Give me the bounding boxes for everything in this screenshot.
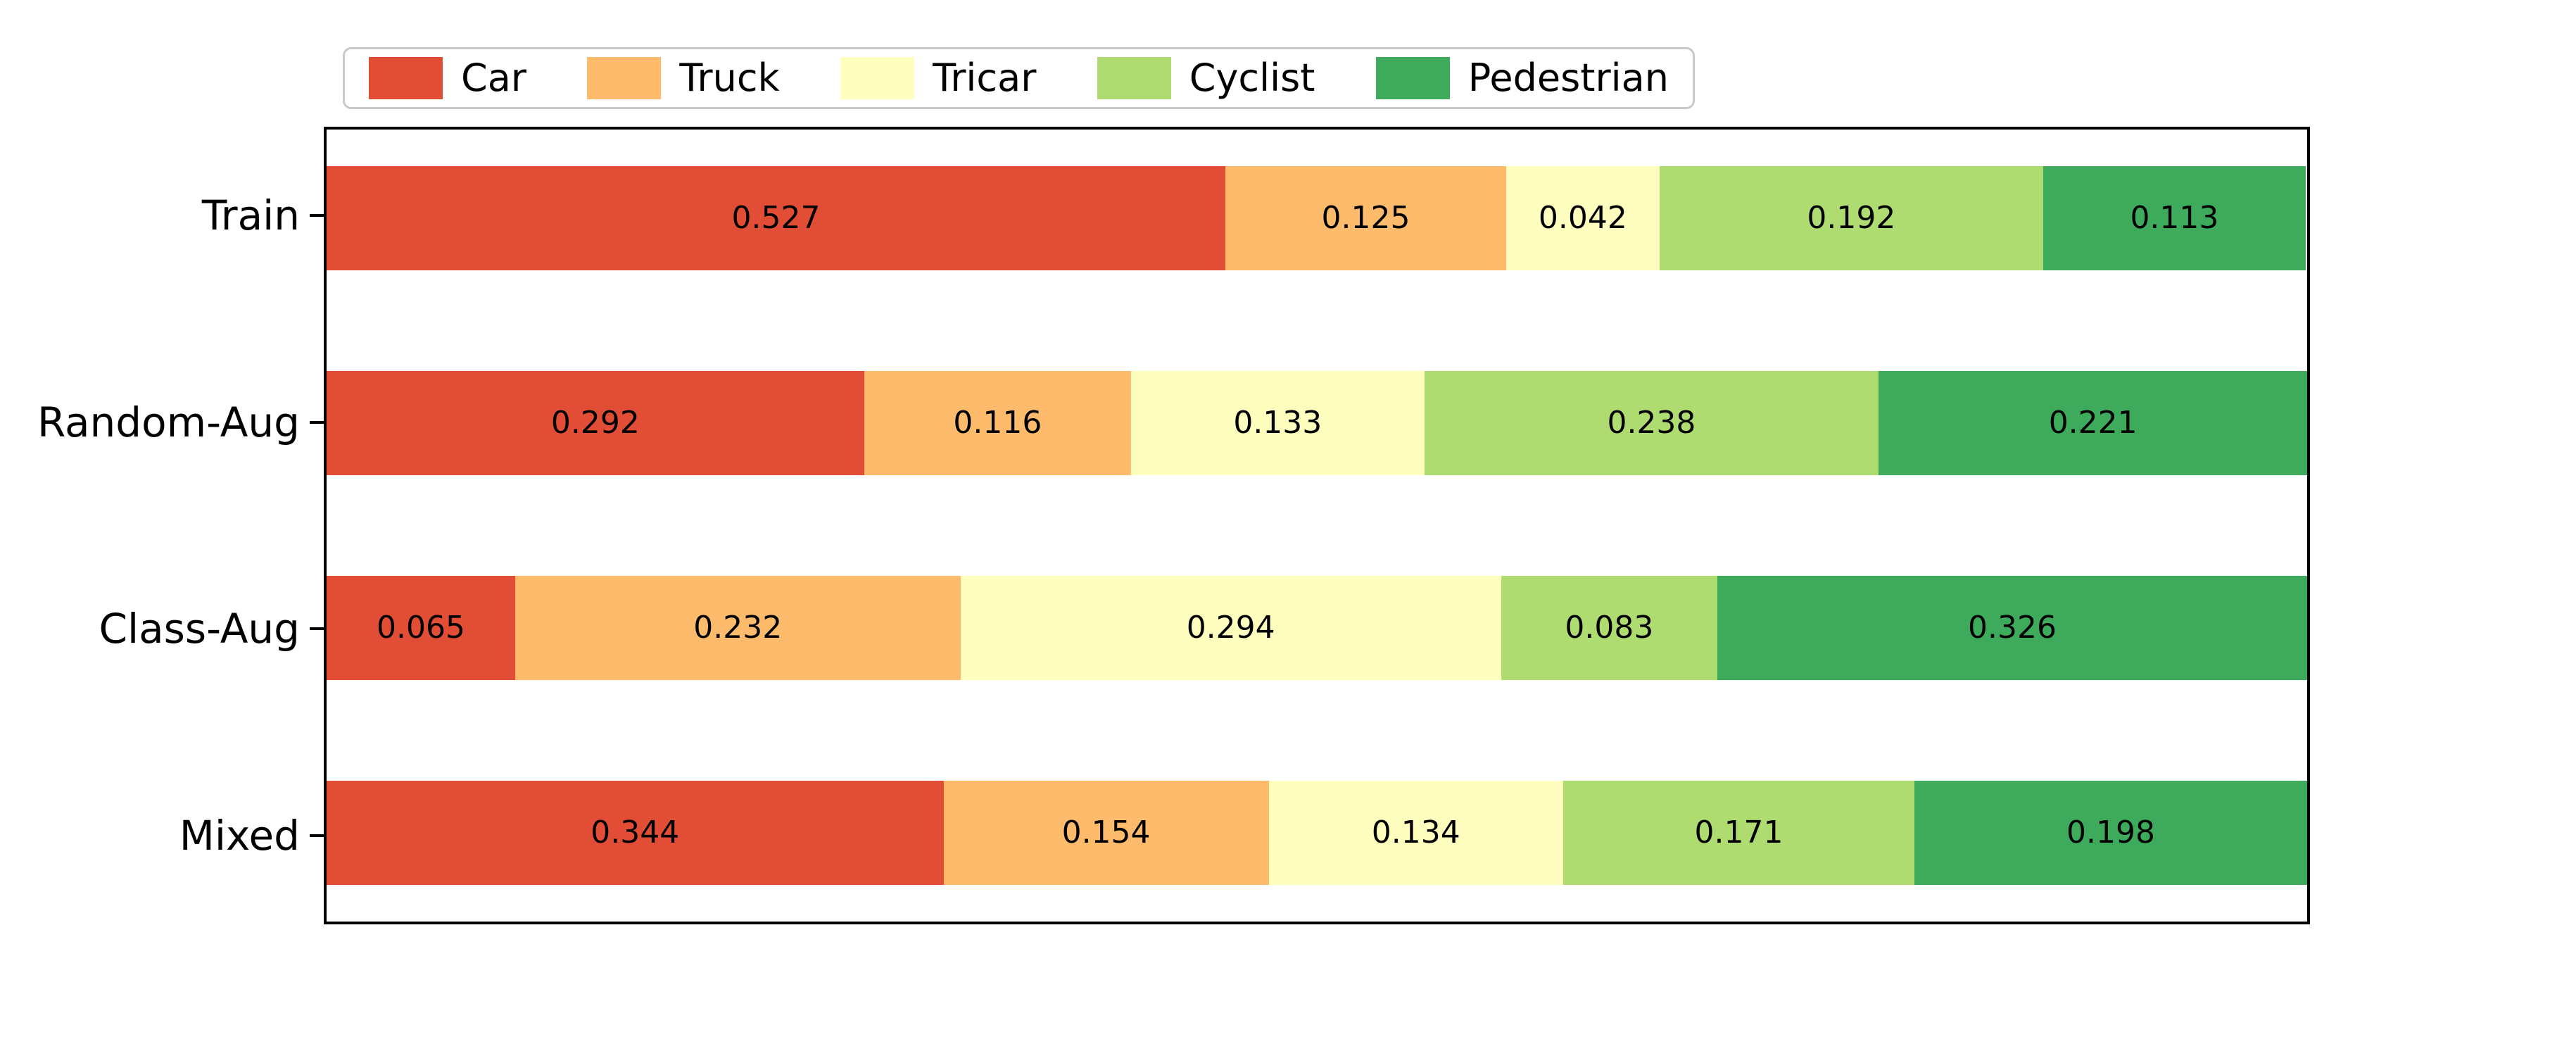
bar-value-label: 0.042 xyxy=(1538,200,1627,236)
bar-segment-class-aug-truck: 0.232 xyxy=(514,576,961,680)
bar-value-label: 0.238 xyxy=(1607,405,1696,441)
bar-value-label: 0.232 xyxy=(693,610,783,646)
y-axis-tick-label: Train xyxy=(201,191,300,239)
y-axis-tick-label: Mixed xyxy=(179,811,300,860)
bar-segment-random-aug-tricar: 0.133 xyxy=(1131,371,1425,475)
legend-swatch-icon xyxy=(587,57,662,99)
y-axis-tick-row-class-aug: Class-Aug xyxy=(0,577,324,681)
y-axis-tick-mark-icon xyxy=(310,420,324,424)
bar-value-label: 0.221 xyxy=(2048,405,2138,441)
legend-label: Cyclist xyxy=(1189,56,1315,100)
bar-rows-container: 0.527 0.125 0.042 0.192 0.113 0.292 0.11… xyxy=(327,130,2308,922)
plot-area: 0.527 0.125 0.042 0.192 0.113 0.292 0.11… xyxy=(324,127,2310,924)
bar-value-label: 0.133 xyxy=(1233,405,1322,441)
bar-segment-random-aug-cyclist: 0.238 xyxy=(1424,371,1879,475)
bar-row-train: 0.527 0.125 0.042 0.192 0.113 xyxy=(327,166,2307,270)
legend-swatch-icon xyxy=(1097,57,1171,99)
legend-swatch-icon xyxy=(369,57,443,99)
bar-segment-mixed-cyclist: 0.171 xyxy=(1562,781,1915,885)
bar-segment-class-aug-tricar: 0.294 xyxy=(960,576,1501,680)
bar-value-label: 0.134 xyxy=(1371,815,1460,850)
bar-segment-random-aug-car: 0.292 xyxy=(327,371,864,475)
legend: Car Truck Tricar Cyclist Pedestrian xyxy=(343,47,1695,109)
bar-value-label: 0.326 xyxy=(1968,610,2057,646)
bar-value-label: 0.113 xyxy=(2130,200,2219,236)
legend-label: Truck xyxy=(679,56,780,100)
bar-row-random-aug: 0.292 0.116 0.133 0.238 0.221 xyxy=(327,371,2308,475)
legend-item-pedestrian: Pedestrian xyxy=(1375,56,1669,100)
y-axis-tick-row-mixed: Mixed xyxy=(0,784,324,888)
y-axis-tick-label: Random-Aug xyxy=(37,398,300,446)
bar-value-label: 0.527 xyxy=(731,200,821,236)
bar-value-label: 0.125 xyxy=(1321,200,1410,236)
bar-segment-random-aug-truck: 0.116 xyxy=(864,371,1132,475)
bar-segment-train-tricar: 0.042 xyxy=(1506,166,1660,270)
bar-segment-train-car: 0.527 xyxy=(327,166,1226,270)
legend-item-cyclist: Cyclist xyxy=(1097,57,1315,99)
bar-segment-mixed-truck: 0.154 xyxy=(943,781,1269,885)
bar-value-label: 0.198 xyxy=(2066,815,2155,850)
bar-segment-class-aug-pedestrian: 0.326 xyxy=(1717,576,2307,680)
bar-value-label: 0.292 xyxy=(550,405,640,441)
legend-label: Tricar xyxy=(933,56,1037,100)
legend-label: Car xyxy=(461,56,526,100)
bar-row-mixed: 0.344 0.154 0.134 0.171 0.198 xyxy=(327,781,2308,885)
bar-value-label: 0.116 xyxy=(953,405,1042,441)
bar-value-label: 0.294 xyxy=(1186,610,1275,646)
y-axis-tick-label: Class-Aug xyxy=(99,605,301,653)
bar-value-label: 0.192 xyxy=(1807,200,1896,236)
legend-label: Pedestrian xyxy=(1467,56,1669,100)
bar-segment-mixed-tricar: 0.134 xyxy=(1268,781,1563,885)
legend-item-car: Car xyxy=(369,57,526,99)
bar-row-class-aug: 0.065 0.232 0.294 0.083 0.326 xyxy=(327,576,2307,680)
bar-segment-train-pedestrian: 0.113 xyxy=(2043,166,2306,270)
bar-value-label: 0.344 xyxy=(591,815,680,850)
legend-swatch-icon xyxy=(1375,57,1450,99)
y-axis: Train Random-Aug Class-Aug Mixed xyxy=(0,127,324,924)
bar-value-label: 0.154 xyxy=(1061,815,1151,850)
bar-segment-class-aug-cyclist: 0.083 xyxy=(1501,576,1717,680)
y-axis-tick-mark-icon xyxy=(310,627,324,631)
bar-segment-mixed-car: 0.344 xyxy=(327,781,944,885)
bar-segment-mixed-pedestrian: 0.198 xyxy=(1914,781,2308,885)
bar-segment-random-aug-pedestrian: 0.221 xyxy=(1879,371,2308,475)
bar-segment-class-aug-car: 0.065 xyxy=(327,576,515,680)
bar-segment-train-cyclist: 0.192 xyxy=(1659,166,2044,270)
legend-item-truck: Truck xyxy=(587,56,780,100)
bar-value-label: 0.065 xyxy=(376,610,465,646)
legend-swatch-icon xyxy=(840,57,915,99)
y-axis-tick-row-train: Train xyxy=(0,163,324,268)
bar-segment-train-truck: 0.125 xyxy=(1225,166,1506,270)
bar-value-label: 0.171 xyxy=(1694,815,1783,850)
bar-value-label: 0.083 xyxy=(1565,610,1654,646)
y-axis-tick-mark-icon xyxy=(310,214,324,217)
y-axis-tick-mark-icon xyxy=(310,834,324,837)
legend-item-tricar: Tricar xyxy=(840,57,1036,99)
y-axis-tick-row-random-aug: Random-Aug xyxy=(0,370,324,474)
